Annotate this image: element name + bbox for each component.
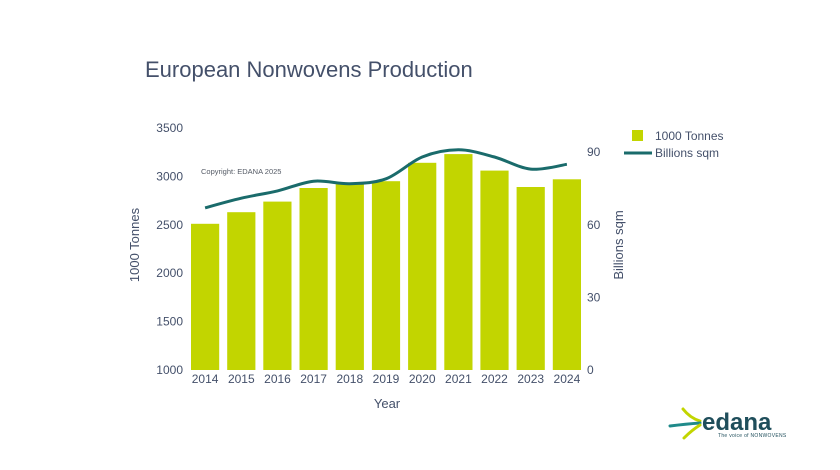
x-tick-label: 2020 bbox=[409, 372, 436, 386]
y-axis-left-ticks: 1000 1500 2000 2500 3000 3500 bbox=[156, 121, 183, 377]
y-tick-label: 1000 bbox=[156, 363, 183, 377]
legend-swatch-tonnes bbox=[632, 130, 643, 141]
bar-2018 bbox=[335, 184, 364, 370]
x-tick-label: 2021 bbox=[445, 372, 472, 386]
y-tick-label: 2000 bbox=[156, 266, 183, 280]
edana-logo: edana The voice of NONWOVENS bbox=[668, 407, 787, 440]
x-tick-label: 2019 bbox=[373, 372, 400, 386]
y2-tick-label: 0 bbox=[587, 363, 594, 377]
y-tick-label: 1500 bbox=[156, 315, 183, 329]
y-tick-label: 2500 bbox=[156, 218, 183, 232]
line-series-billions-sqm bbox=[204, 148, 568, 210]
y-tick-label: 3500 bbox=[156, 121, 183, 135]
x-tick-label: 2016 bbox=[264, 372, 291, 386]
copyright-note: Copyright: EDANA 2025 bbox=[201, 167, 281, 176]
x-axis-title: Year bbox=[374, 396, 401, 411]
y-tick-label: 3000 bbox=[156, 169, 183, 183]
chart-title: European Nonwovens Production bbox=[145, 57, 473, 82]
bar-series bbox=[191, 154, 581, 370]
x-tick-label: 2017 bbox=[300, 372, 327, 386]
bar-2017 bbox=[299, 188, 328, 370]
bar-2023 bbox=[516, 187, 545, 370]
x-axis-ticks: 2014 2015 2016 2017 2018 2019 2020 2021 2022 2023… bbox=[192, 372, 581, 386]
bar-2024 bbox=[552, 179, 581, 370]
y-axis-right-ticks: 0 30 60 90 bbox=[587, 145, 601, 377]
x-tick-label: 2014 bbox=[192, 372, 219, 386]
bar-2016 bbox=[263, 201, 292, 370]
y2-tick-label: 30 bbox=[587, 290, 601, 304]
y2-tick-label: 90 bbox=[587, 145, 601, 159]
bar-2022 bbox=[480, 170, 509, 370]
bar-2019 bbox=[371, 181, 401, 370]
x-tick-label: 2022 bbox=[481, 372, 508, 386]
y-axis-left-title: 1000 Tonnes bbox=[127, 207, 142, 282]
bar-2020 bbox=[408, 162, 437, 370]
edana-logo-text: edana bbox=[702, 409, 772, 436]
x-tick-label: 2023 bbox=[517, 372, 544, 386]
legend-label-sqm: Billions sqm bbox=[655, 146, 719, 160]
bar-2015 bbox=[227, 212, 256, 370]
legend-label-tonnes: 1000 Tonnes bbox=[655, 129, 724, 143]
x-tick-label: 2015 bbox=[228, 372, 255, 386]
x-tick-label: 2018 bbox=[336, 372, 363, 386]
edana-logo-tagline: The voice of NONWOVENS bbox=[718, 433, 787, 439]
x-tick-label: 2024 bbox=[554, 372, 581, 386]
y-axis-right-title: Billions sqm bbox=[611, 210, 626, 279]
legend: 1000 Tonnes Billions sqm bbox=[624, 129, 724, 160]
edana-logo-mark bbox=[668, 407, 702, 440]
bar-2014 bbox=[191, 223, 220, 370]
y2-tick-label: 60 bbox=[587, 218, 601, 232]
bar-2021 bbox=[444, 154, 473, 370]
